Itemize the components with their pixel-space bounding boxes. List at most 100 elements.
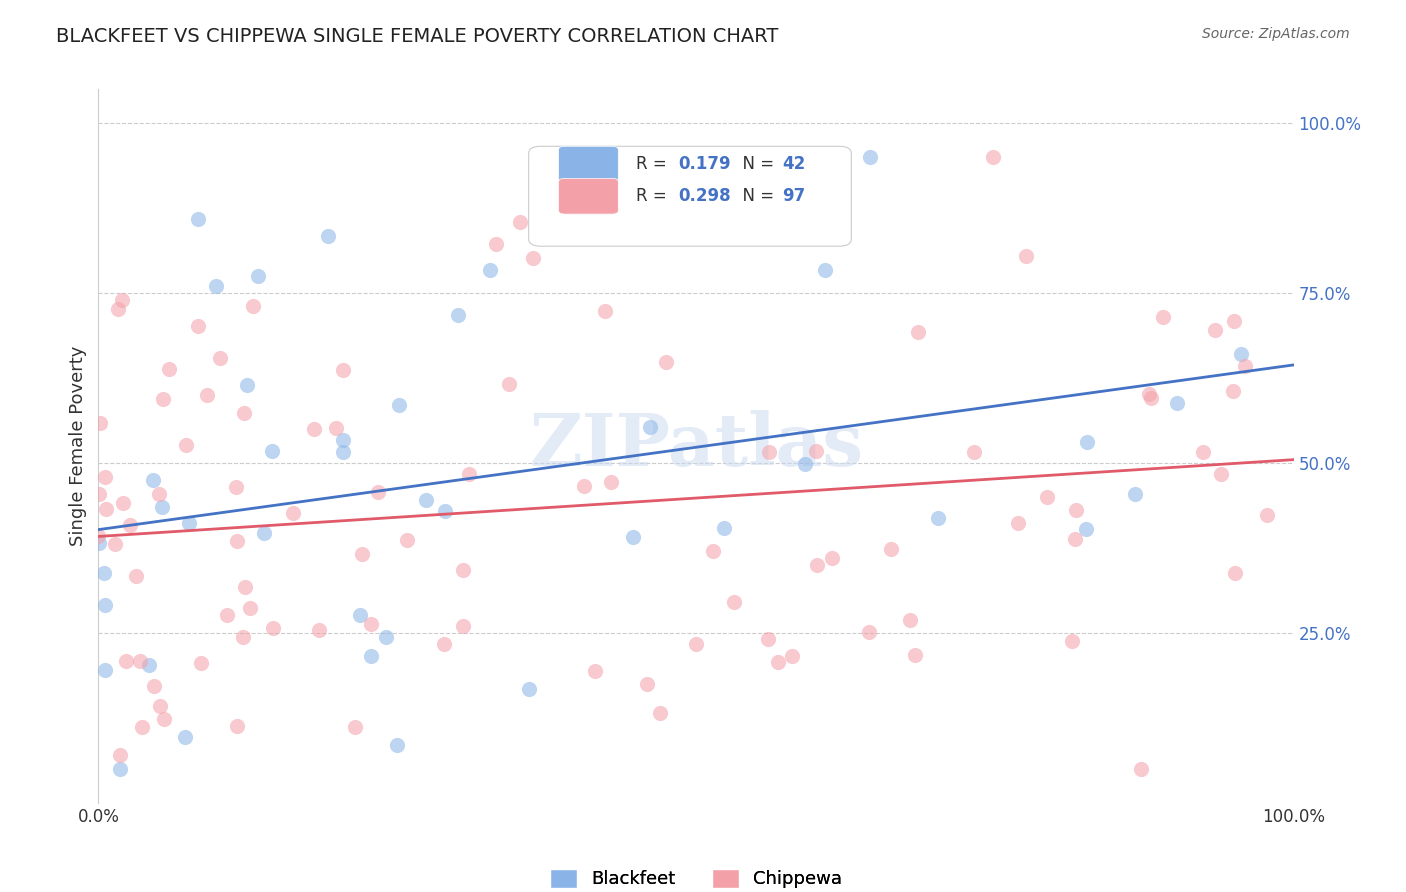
Point [150,500,173,515]
Point [981,150,1004,164]
Point [1063,532,1085,546]
Text: 42: 42 [782,155,806,173]
Point [1192,445,1215,459]
Point [239,600,262,615]
Point [713,521,735,535]
Point [572,479,595,493]
Point [453,563,475,577]
Point [375,630,398,644]
Point [148,487,170,501]
Point [387,398,409,412]
Point [702,543,724,558]
Y-axis label: Single Female Poverty: Single Female Poverty [69,346,87,546]
Point [927,511,949,525]
Point [1225,566,1247,580]
Point [907,325,929,339]
Point [225,534,247,549]
Point [1015,250,1038,264]
Text: ZIPatlas: ZIPatlas [529,410,863,482]
Point [118,518,141,533]
Text: R =: R = [637,187,672,205]
Point [1137,387,1160,401]
Text: N =: N = [733,155,779,173]
Point [343,720,366,734]
Point [1230,347,1253,361]
Point [124,569,146,583]
Point [208,351,231,366]
Point [522,252,544,266]
Point [187,319,209,334]
Point [195,387,218,401]
Point [1204,323,1226,337]
Point [111,293,134,308]
Point [1139,391,1161,405]
Point [225,719,247,733]
Point [349,607,371,622]
Point [325,421,347,435]
Point [176,438,198,452]
Point [485,237,508,252]
Point [157,361,180,376]
Point [233,580,256,594]
Point [395,533,418,548]
Point [814,263,837,277]
Point [142,473,165,487]
Text: BLACKFEET VS CHIPPEWA SINGLE FEMALE POVERTY CORRELATION CHART: BLACKFEET VS CHIPPEWA SINGLE FEMALE POVE… [56,27,779,45]
Text: 0.298: 0.298 [678,187,731,205]
Point [793,457,815,471]
Point [89,417,111,431]
Point [142,679,165,693]
Point [963,444,986,458]
Point [89,487,111,501]
Point [108,762,131,776]
Point [637,677,659,691]
Point [858,624,880,639]
Text: 0.179: 0.179 [678,155,731,173]
FancyBboxPatch shape [558,146,619,182]
Point [262,621,284,635]
Point [1007,516,1029,530]
Point [600,475,623,490]
Point [367,485,389,500]
Point [115,654,138,668]
Point [621,530,644,544]
Point [308,623,330,637]
Point [723,595,745,609]
Point [1123,487,1146,501]
Point [1076,522,1098,536]
Point [1130,762,1153,776]
Point [152,392,174,407]
Point [205,278,228,293]
Point [93,566,115,580]
Point [498,377,520,392]
Point [766,655,789,669]
Point [479,262,502,277]
Point [104,537,127,551]
Point [232,406,254,420]
Point [433,504,456,518]
Point [761,230,783,244]
Point [1064,503,1087,517]
Point [904,648,927,662]
Point [316,228,339,243]
Point [519,682,541,697]
Point [360,616,382,631]
Point [1256,508,1278,523]
Point [458,467,481,481]
Point [89,536,111,550]
Point [1035,490,1057,504]
Point [138,658,160,673]
Point [1222,384,1244,398]
Point [1166,396,1188,410]
Point [583,664,606,678]
Point [806,558,828,573]
Point [655,355,678,369]
Point [332,363,354,377]
Point [107,301,129,316]
Point [260,444,283,458]
Point [96,501,118,516]
Point [806,444,828,458]
Point [685,637,707,651]
Point [1223,313,1246,327]
Point [880,541,903,556]
